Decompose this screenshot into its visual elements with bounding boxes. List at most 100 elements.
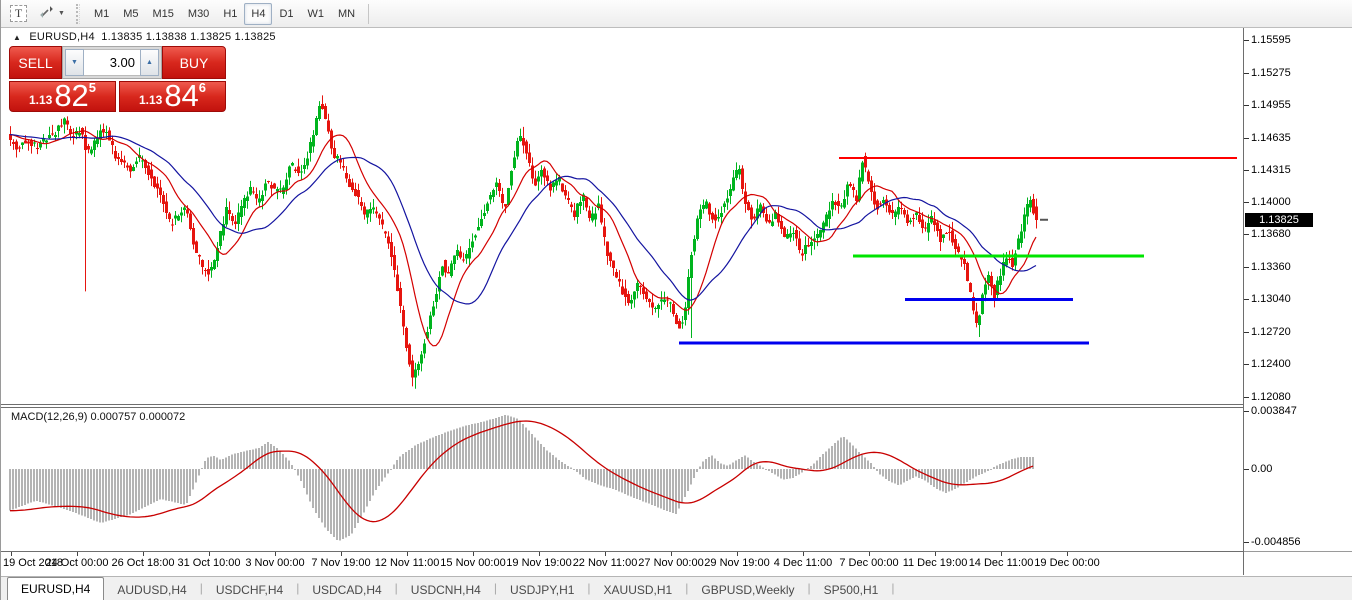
- date-axis-label[interactable]: 29 Nov 19:00: [704, 557, 770, 569]
- chart-tab-eurusd[interactable]: EURUSD,H4: [7, 577, 105, 600]
- chart-tab-gbpusd[interactable]: GBPUSD,Weekly: [701, 582, 795, 597]
- date-axis-label[interactable]: 7 Nov 19:00: [311, 557, 371, 569]
- tab-separator: |: [199, 580, 203, 595]
- text-tool-icon: T: [10, 5, 27, 22]
- date-axis-label[interactable]: 26 Oct 18:00: [111, 557, 175, 569]
- date-axis-label[interactable]: 19 Dec 00:00: [1034, 557, 1100, 569]
- date-axis-label[interactable]: 19 Oct 2018: [3, 557, 63, 569]
- macd-axis-label[interactable]: 0.003847: [1251, 405, 1297, 418]
- price-axis-separator[interactable]: [1243, 28, 1244, 575]
- price-axis-tick: [1244, 105, 1249, 107]
- buy-price-tile[interactable]: 1.13 84 6: [119, 78, 226, 113]
- date-axis-separator: [1, 551, 1244, 552]
- date-axis-tick: [11, 552, 12, 556]
- chart-tab-usdjpy[interactable]: USDJPY,H1: [509, 582, 575, 597]
- date-axis-label[interactable]: 31 Oct 10:00: [177, 557, 241, 569]
- date-axis-label[interactable]: 14 Dec 11:00: [968, 557, 1034, 569]
- price-axis-label[interactable]: 1.14000: [1251, 196, 1291, 208]
- arrows-tool-button[interactable]: ▼: [33, 3, 71, 25]
- buy-button[interactable]: BUY: [162, 46, 226, 79]
- date-axis-tick: [737, 552, 738, 556]
- macd-indicator-label: MACD(12,26,9) 0.000757 0.000072: [11, 411, 186, 423]
- price-axis-tick: [1244, 364, 1249, 366]
- timeframe-button-m5[interactable]: M5: [123, 7, 139, 20]
- volume-increase-button[interactable]: ▲: [140, 49, 159, 76]
- price-axis-label[interactable]: 1.13360: [1251, 260, 1291, 273]
- toolbar-grip[interactable]: [75, 3, 80, 24]
- sell-price-tile[interactable]: 1.13 82 5: [9, 78, 116, 113]
- chart-tab-usdcad[interactable]: USDCAD,H4: [312, 582, 382, 597]
- timeframe-button-d1[interactable]: D1: [279, 7, 294, 20]
- price-axis-tick: [1244, 137, 1249, 139]
- sell-price-pips: 82: [54, 78, 89, 113]
- chart-tab-usdchf[interactable]: USDCHF,H4: [215, 582, 284, 597]
- price-axis-label[interactable]: 1.13040: [1251, 293, 1291, 306]
- tab-separator: |: [807, 580, 811, 595]
- price-axis-label[interactable]: 1.14635: [1251, 131, 1291, 144]
- date-axis-label[interactable]: 27 Nov 00:00: [638, 557, 704, 569]
- price-axis-tick: [1244, 202, 1249, 203]
- price-axis-label[interactable]: 1.15275: [1251, 66, 1291, 79]
- chart-header: ▲ EURUSD,H4 1.13835 1.13838 1.13825 1.13…: [13, 31, 276, 43]
- date-axis-label[interactable]: 24 Oct 00:00: [45, 557, 109, 569]
- price-axis-tick: [1244, 72, 1249, 74]
- date-axis-label[interactable]: 3 Nov 00:00: [245, 557, 305, 569]
- collapse-panel-icon[interactable]: ▲: [13, 33, 22, 42]
- chart-tab-xauusd[interactable]: XAUUSD,H1: [603, 582, 673, 597]
- tab-separator: |: [394, 580, 398, 595]
- chart-tab-usdcnh[interactable]: USDCNH,H4: [410, 582, 481, 597]
- date-axis-label[interactable]: 7 Dec 00:00: [839, 557, 899, 569]
- timeframe-button-mn[interactable]: MN: [338, 7, 356, 20]
- date-axis-label[interactable]: 22 Nov 11:00: [572, 557, 638, 569]
- current-price-tag: 1.13825: [1245, 212, 1313, 227]
- chart-tab-audusd[interactable]: AUDUSD,H4: [117, 582, 187, 597]
- price-axis-label[interactable]: 1.12720: [1251, 325, 1291, 338]
- price-axis-label[interactable]: 1.12080: [1251, 390, 1291, 403]
- timeframe-button-m15[interactable]: M15: [152, 7, 174, 20]
- date-axis-label[interactable]: 15 Nov 00:00: [440, 557, 506, 569]
- chart-ohlc-values: 1.13835 1.13838 1.13825 1.13825: [101, 31, 276, 43]
- price-axis-label[interactable]: 1.15595: [1251, 34, 1291, 47]
- date-axis-tick: [605, 552, 606, 556]
- timeframe-button-w1[interactable]: W1: [307, 7, 325, 20]
- timeframe-button-h4[interactable]: H4: [244, 2, 273, 25]
- text-label-tool-button[interactable]: T: [4, 3, 33, 25]
- date-axis-tick: [77, 552, 78, 556]
- date-axis-label[interactable]: 19 Nov 19:00: [506, 557, 572, 569]
- date-axis-label[interactable]: 11 Dec 19:00: [902, 557, 968, 569]
- price-axis-label[interactable]: 1.12400: [1251, 358, 1291, 371]
- timeframe-button-m30[interactable]: M30: [187, 7, 210, 20]
- timeframe-button-h1[interactable]: H1: [223, 7, 238, 20]
- price-axis-tick: [1244, 170, 1249, 172]
- pane-divider-top[interactable]: [1, 404, 1244, 405]
- date-axis-tick: [407, 552, 408, 556]
- volume-decrease-button[interactable]: ▼: [65, 49, 84, 76]
- date-axis-tick: [473, 552, 474, 556]
- macd-axis-tick: [1244, 542, 1249, 544]
- buy-price-prefix: 1.13: [138, 93, 163, 107]
- volume-input[interactable]: [84, 49, 140, 76]
- macd-axis-tick: [1244, 411, 1249, 413]
- sell-price-point: 5: [88, 80, 97, 95]
- price-axis-label[interactable]: 1.14315: [1251, 164, 1291, 177]
- macd-axis-label[interactable]: -0.004856: [1251, 536, 1301, 549]
- price-axis-tick: [1244, 396, 1249, 398]
- sell-button[interactable]: SELL: [9, 46, 62, 79]
- chart-tab-sp500[interactable]: SP500,H1: [823, 582, 879, 597]
- buy-price-point: 6: [198, 80, 207, 95]
- volume-spinner: ▼ ▲: [62, 46, 162, 79]
- one-click-trading-panel: SELL ▼ ▲ BUY 1.13 82 5 1.13 84 6: [9, 46, 226, 112]
- axis-corner-line: [1244, 551, 1352, 552]
- timeframe-button-m1[interactable]: M1: [93, 7, 110, 20]
- price-axis-tick: [1244, 331, 1249, 333]
- date-axis-tick: [275, 552, 276, 556]
- pane-divider-bottom[interactable]: [1, 407, 1244, 408]
- date-axis-label[interactable]: 12 Nov 11:00: [374, 557, 440, 569]
- price-axis-label[interactable]: 1.13680: [1251, 228, 1291, 241]
- macd-axis-tick: [1244, 469, 1249, 470]
- macd-axis-label[interactable]: 0.00: [1251, 463, 1273, 475]
- price-axis-label[interactable]: 1.14955: [1251, 99, 1291, 112]
- date-axis-label[interactable]: 4 Dec 11:00: [773, 557, 833, 569]
- buy-price-pips: 84: [164, 78, 199, 113]
